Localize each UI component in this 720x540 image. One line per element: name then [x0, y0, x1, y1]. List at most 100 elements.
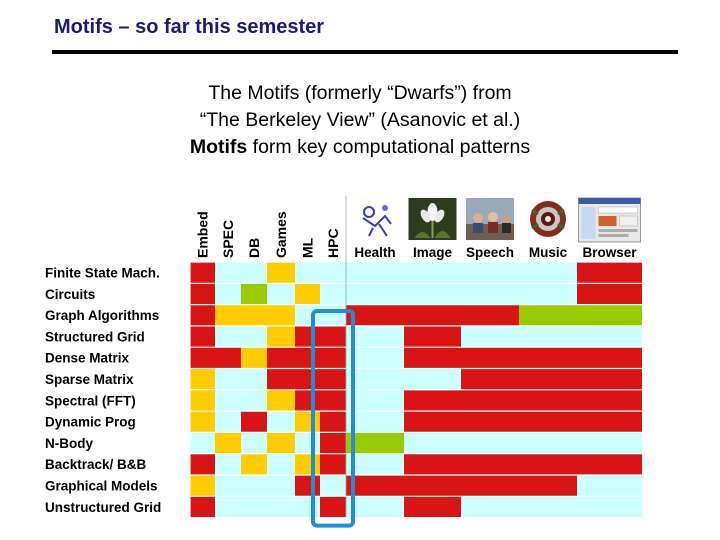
cell-structured-grid-browser	[577, 325, 642, 348]
cell-dynamic-prog-ml	[295, 411, 320, 433]
cell-spectral-fft-speech	[461, 389, 519, 412]
cell-dense-matrix-db	[241, 347, 267, 369]
column-label-image: Image	[413, 245, 453, 260]
cell-structured-grid-spec	[215, 325, 241, 348]
cell-graphical-models-db	[241, 475, 267, 497]
cell-dense-matrix-image	[404, 347, 461, 369]
row-label-circuits: Circuits	[45, 287, 95, 302]
column-label-browser: Browser	[582, 245, 637, 260]
cell-dynamic-prog-hpc	[320, 411, 346, 433]
cell-graph-algorithms-games	[267, 304, 295, 326]
cell-graph-algorithms-spec	[215, 304, 241, 326]
row-label-dense-matrix: Dense Matrix	[45, 351, 130, 366]
cell-circuits-ml	[295, 283, 320, 305]
cell-sparse-matrix-db	[241, 368, 267, 390]
cell-circuits-games	[267, 283, 295, 305]
cell-circuits-image	[404, 283, 461, 305]
cell-graph-algorithms-speech	[461, 304, 519, 326]
slide-title: Motifs – so far this semester	[54, 16, 325, 38]
cell-n-body-db	[241, 432, 267, 454]
cell-unstructured-grid-games	[267, 496, 295, 518]
subtitle-line-3: Motifs form key computational patterns	[100, 134, 620, 161]
cell-backtrack-b-b-ml	[295, 453, 320, 475]
cell-finite-state-mach-speech	[461, 262, 519, 284]
cell-circuits-health	[346, 283, 404, 305]
cell-structured-grid-db	[241, 325, 267, 348]
cell-backtrack-b-b-db	[241, 453, 267, 475]
cell-unstructured-grid-ml	[295, 496, 320, 518]
subtitle: The Motifs (formerly “Dwarfs”) from “The…	[100, 80, 620, 161]
row-label-structured-grid: Structured Grid	[45, 329, 145, 344]
cell-graph-algorithms-image	[404, 304, 461, 326]
cell-finite-state-mach-embed	[190, 262, 215, 284]
cell-dynamic-prog-games	[267, 411, 295, 433]
cell-spectral-fft-music	[519, 389, 577, 412]
cell-graphical-models-speech	[461, 475, 519, 497]
cell-structured-grid-hpc	[320, 325, 346, 348]
cell-structured-grid-speech	[461, 325, 519, 348]
cell-n-body-embed	[190, 432, 215, 454]
cell-graph-algorithms-browser	[577, 304, 642, 326]
row-label-n-body: N-Body	[45, 436, 93, 451]
cell-sparse-matrix-embed	[190, 368, 215, 390]
cell-sparse-matrix-spec	[215, 368, 241, 390]
cell-finite-state-mach-ml	[295, 262, 320, 284]
cell-circuits-embed	[190, 283, 215, 305]
cell-spectral-fft-hpc	[320, 389, 346, 412]
row-label-sparse-matrix: Sparse Matrix	[45, 372, 134, 387]
subtitle-line-1: The Motifs (formerly “Dwarfs”) from	[208, 82, 512, 104]
cell-dense-matrix-music	[519, 347, 577, 369]
row-label-backtrack-b-b: Backtrack/ B&B	[45, 457, 147, 472]
cell-dynamic-prog-music	[519, 411, 577, 433]
cell-n-body-ml	[295, 432, 320, 454]
music-icon	[522, 196, 574, 242]
cell-finite-state-mach-hpc	[320, 262, 346, 284]
cell-finite-state-mach-games	[267, 262, 295, 284]
cell-dynamic-prog-health	[346, 411, 404, 433]
cell-graph-algorithms-embed	[190, 304, 215, 326]
cell-structured-grid-games	[267, 325, 295, 348]
cell-sparse-matrix-speech	[461, 368, 519, 390]
title-underline	[52, 50, 678, 54]
column-label-embed: Embed	[195, 211, 211, 258]
cell-backtrack-b-b-image	[404, 453, 461, 475]
cell-spectral-fft-image	[404, 389, 461, 412]
cell-unstructured-grid-embed	[190, 496, 215, 518]
column-label-health: Health	[354, 245, 395, 260]
cell-dense-matrix-ml	[295, 347, 320, 369]
cell-spectral-fft-db	[241, 389, 267, 412]
cell-sparse-matrix-browser	[577, 368, 642, 390]
cell-dense-matrix-games	[267, 347, 295, 369]
cell-finite-state-mach-db	[241, 262, 267, 284]
cell-n-body-speech	[461, 432, 519, 454]
cell-dynamic-prog-spec	[215, 411, 241, 433]
cell-graphical-models-image	[404, 475, 461, 497]
cell-circuits-browser	[577, 283, 642, 305]
cell-circuits-hpc	[320, 283, 346, 305]
cell-spectral-fft-embed	[190, 389, 215, 412]
cell-n-body-games	[267, 432, 295, 454]
subtitle-line-2: “The Berkeley View” (Asanovic et al.)	[199, 109, 521, 131]
column-label-ml: ML	[300, 237, 316, 258]
cell-graphical-models-hpc	[320, 475, 346, 497]
row-label-unstructured-grid: Unstructured Grid	[45, 500, 161, 515]
highlight-outline-hpc	[311, 309, 355, 528]
cell-structured-grid-embed	[190, 325, 215, 348]
cell-graph-algorithms-ml	[295, 304, 320, 326]
cell-backtrack-b-b-hpc	[320, 453, 346, 475]
cell-structured-grid-ml	[295, 325, 320, 348]
speech-icon	[466, 198, 514, 240]
cell-dynamic-prog-embed	[190, 411, 215, 433]
cell-structured-grid-music	[519, 325, 577, 348]
cell-n-body-image	[404, 432, 461, 454]
cell-backtrack-b-b-games	[267, 453, 295, 475]
cell-dense-matrix-browser	[577, 347, 642, 369]
cell-backtrack-b-b-browser	[577, 453, 642, 475]
cell-unstructured-grid-db	[241, 496, 267, 518]
cell-circuits-music	[519, 283, 577, 305]
cell-sparse-matrix-health	[346, 368, 404, 390]
cell-unstructured-grid-music	[519, 496, 577, 518]
image-icon	[407, 197, 458, 241]
row-label-graphical-models: Graphical Models	[45, 479, 158, 494]
cell-unstructured-grid-spec	[215, 496, 241, 518]
